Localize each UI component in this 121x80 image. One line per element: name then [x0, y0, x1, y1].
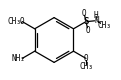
Text: O: O	[20, 17, 25, 26]
Text: O: O	[85, 26, 90, 35]
Text: N: N	[95, 16, 99, 25]
Text: O: O	[82, 9, 87, 18]
Text: CH₃: CH₃	[79, 62, 93, 71]
Text: S: S	[83, 17, 89, 26]
Text: CH₃: CH₃	[97, 21, 111, 30]
Text: CH₃: CH₃	[7, 17, 21, 26]
Text: O: O	[84, 54, 89, 63]
Text: H: H	[94, 11, 98, 20]
Text: NH₂: NH₂	[12, 54, 26, 63]
